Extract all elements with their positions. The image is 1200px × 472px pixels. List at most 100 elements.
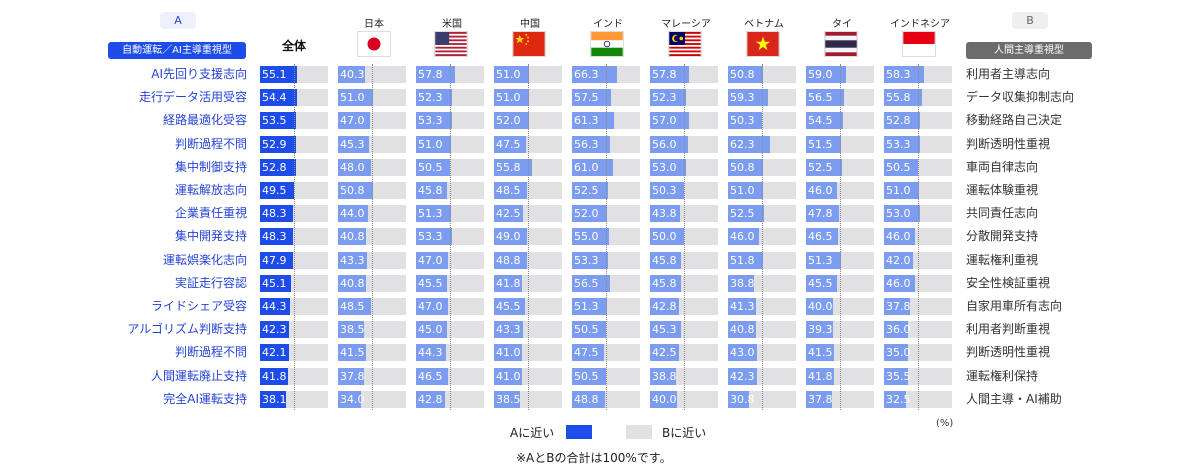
data-label: 51.0 <box>418 137 443 151</box>
bar-country <box>494 112 530 130</box>
data-label: 49.5 <box>262 184 287 197</box>
data-label: 52.5 <box>574 184 599 197</box>
bar-country <box>416 298 448 315</box>
data-label: 43.3 <box>340 253 365 267</box>
midline-50 <box>294 64 295 410</box>
bar-country <box>884 135 921 153</box>
bar-country <box>650 228 684 246</box>
row-label-a: 完全AI運転支持 <box>163 391 247 406</box>
bar-overall <box>260 321 289 339</box>
bar-country <box>650 344 679 362</box>
bar-country <box>650 205 680 223</box>
row-label-a: 判断過程不問 <box>174 345 247 360</box>
data-label: 52.3 <box>652 91 677 105</box>
bar-country <box>572 112 614 130</box>
bar-country <box>338 274 366 292</box>
data-label: 46.0 <box>730 230 755 244</box>
bar-country <box>338 390 362 408</box>
data-label: 41.3 <box>730 300 755 313</box>
bar-country <box>494 367 522 385</box>
data-label: 48.8 <box>496 253 521 267</box>
thailand-flag-icon <box>824 31 858 57</box>
data-label: 44.0 <box>340 207 365 221</box>
bar-overall <box>260 274 291 292</box>
row-label-a: 人間運転廃止支持 <box>150 368 247 383</box>
data-label: 41.0 <box>496 346 521 360</box>
bar-country <box>338 344 367 362</box>
column-header-thailand: タイ <box>832 19 852 30</box>
data-label: 47.0 <box>340 114 365 128</box>
bar-country <box>416 182 448 199</box>
data-label: 46.5 <box>808 230 833 244</box>
data-label: 48.5 <box>340 300 365 313</box>
bar-country <box>806 251 841 269</box>
data-label: 61.3 <box>574 114 599 128</box>
row-label-a: ライドシェア受容 <box>150 299 247 313</box>
data-label: 53.3 <box>418 230 443 244</box>
a-letter-badge: A <box>160 12 196 29</box>
data-label: 51.0 <box>496 68 521 81</box>
data-label: 42.3 <box>730 369 755 383</box>
data-label: 40.3 <box>340 68 365 81</box>
bar-country <box>338 89 373 107</box>
data-label: 42.0 <box>886 253 911 267</box>
legend-b-swatch <box>626 425 652 439</box>
bar-country <box>728 158 763 176</box>
data-label: 51.0 <box>886 184 911 197</box>
data-label: 43.3 <box>496 323 521 337</box>
row-label-b: 移動経路自己決定 <box>966 113 1063 128</box>
row-label-b: 安全性検証重視 <box>966 275 1051 290</box>
bar-country <box>806 274 837 292</box>
bar-overall <box>260 182 294 199</box>
bar-country <box>494 228 528 246</box>
data-label: 51.0 <box>340 91 365 105</box>
data-label: 47.0 <box>418 253 443 267</box>
row-label-a: 運転解放志向 <box>174 183 247 197</box>
row-label-b: 利用者判断重視 <box>966 322 1051 337</box>
bar-country <box>884 367 909 385</box>
row-label-a: 企業責任重視 <box>174 206 247 221</box>
data-label: 53.3 <box>418 114 443 128</box>
data-label: 30.8 <box>730 392 755 406</box>
data-label: 51.8 <box>730 253 755 267</box>
india-flag-icon <box>590 31 624 57</box>
data-label: 51.0 <box>730 184 755 197</box>
data-label: 37.8 <box>808 392 833 406</box>
row-label-b: 人間主導・AI補助 <box>966 391 1062 406</box>
column-header-china: 中国 <box>520 19 540 30</box>
bar-country <box>572 390 606 408</box>
midline-50 <box>918 64 919 410</box>
bar-country <box>494 89 529 107</box>
bar-country <box>338 321 365 339</box>
row-label-a: AI先回り支援志向 <box>151 67 247 81</box>
data-label: 52.8 <box>886 114 911 128</box>
usa-flag-icon <box>434 31 468 57</box>
bar-country <box>728 251 764 269</box>
bar-country <box>806 205 839 223</box>
data-label: 50.5 <box>418 160 443 174</box>
data-label: 50.8 <box>340 184 365 197</box>
bar-country <box>416 321 447 339</box>
data-label: 43.0 <box>730 346 755 360</box>
row-label-a: 経路最適化受容 <box>162 113 247 128</box>
data-label: 42.3 <box>262 323 287 337</box>
bar-country <box>494 66 529 83</box>
row-label-b: 車両自律志向 <box>966 159 1039 174</box>
data-label: 51.5 <box>808 137 833 151</box>
data-label: 55.1 <box>262 68 287 81</box>
bar-country <box>884 228 916 246</box>
data-label: 42.1 <box>262 346 287 360</box>
bar-country <box>650 112 689 130</box>
overall-column-header: 全体 <box>281 39 306 53</box>
bar-country <box>494 251 528 269</box>
bar-country <box>728 298 757 315</box>
bar-overall <box>260 228 293 246</box>
column-header-japan: 日本 <box>364 19 384 30</box>
data-label: 52.9 <box>262 137 287 151</box>
bar-overall <box>260 158 296 176</box>
bar-country <box>728 321 756 339</box>
data-label: 53.5 <box>262 114 287 128</box>
data-label: 59.0 <box>808 68 833 81</box>
b-type-badge: 人間主導重視型 <box>966 42 1092 59</box>
data-label: 57.8 <box>652 68 677 81</box>
